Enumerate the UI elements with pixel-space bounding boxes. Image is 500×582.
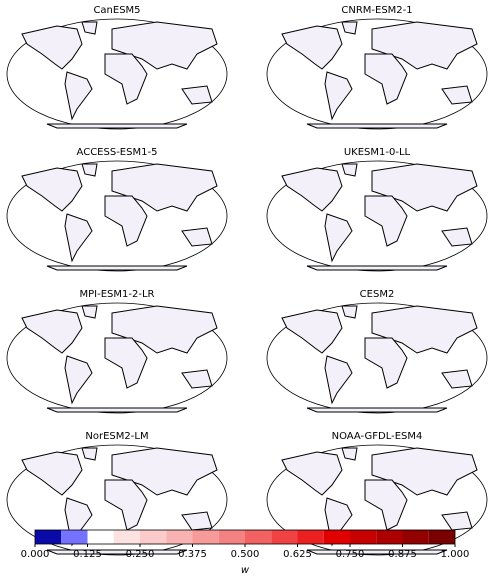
colorbar-tick-label: 0.125 <box>73 549 102 560</box>
colorbar-bin <box>87 530 114 544</box>
colorbar-bin <box>218 530 245 544</box>
panel-title: NOAA-GFDL-ESM4 <box>332 431 423 442</box>
colorbar-bin <box>297 530 324 544</box>
map <box>266 18 488 130</box>
panels: CanESM5 CNRM-ESM2-1 ACCESS-ESM1-5 UKESM1-0-… <box>6 5 488 556</box>
colorbar-bin <box>428 530 455 544</box>
map <box>6 18 228 130</box>
colorbar-tick-label: 0.875 <box>388 549 417 560</box>
colorbar-tick-label: 0.000 <box>21 549 50 560</box>
colorbar-bin <box>350 530 377 544</box>
panel-title: UKESM1-0-LL <box>344 147 411 158</box>
colorbar-bin <box>61 530 88 544</box>
colorbar: 0.000 0.125 0.250 0.375 0.500 0.625 0.750 0.875… <box>21 529 470 560</box>
map <box>266 160 488 272</box>
colorbar-bin <box>245 530 272 544</box>
panel-title: ACCESS-ESM1-5 <box>77 147 158 158</box>
panel-title: MPI-ESM1-2-LR <box>80 289 155 300</box>
colorbar-bin <box>271 530 298 544</box>
colorbar-bin <box>166 530 193 544</box>
panel-title: NorESM2-LM <box>85 431 148 442</box>
colorbar-bin <box>192 530 219 544</box>
colorbar-tick-label: 0.500 <box>231 549 260 560</box>
colorbar-tick-label: 0.250 <box>126 549 155 560</box>
colorbar-bin <box>35 530 62 544</box>
colorbar-bin <box>323 530 350 544</box>
panel-title: CNRM-ESM2-1 <box>341 5 412 16</box>
colorbar-label: w <box>241 565 250 576</box>
colorbar-bin <box>113 530 140 544</box>
colorbar-bin <box>402 530 429 544</box>
panel-title: CESM2 <box>360 289 395 300</box>
map <box>266 302 488 414</box>
colorbar-bin <box>140 530 167 544</box>
colorbar-tick-label: 0.750 <box>336 549 365 560</box>
colorbar-tick-label: 0.375 <box>178 549 207 560</box>
colorbar-tick-label: 1.000 <box>441 549 470 560</box>
map <box>6 160 228 272</box>
colorbar-bin <box>376 530 403 544</box>
colorbar-tick-label: 0.625 <box>283 549 312 560</box>
map <box>6 302 228 414</box>
panel-title: CanESM5 <box>93 5 140 16</box>
